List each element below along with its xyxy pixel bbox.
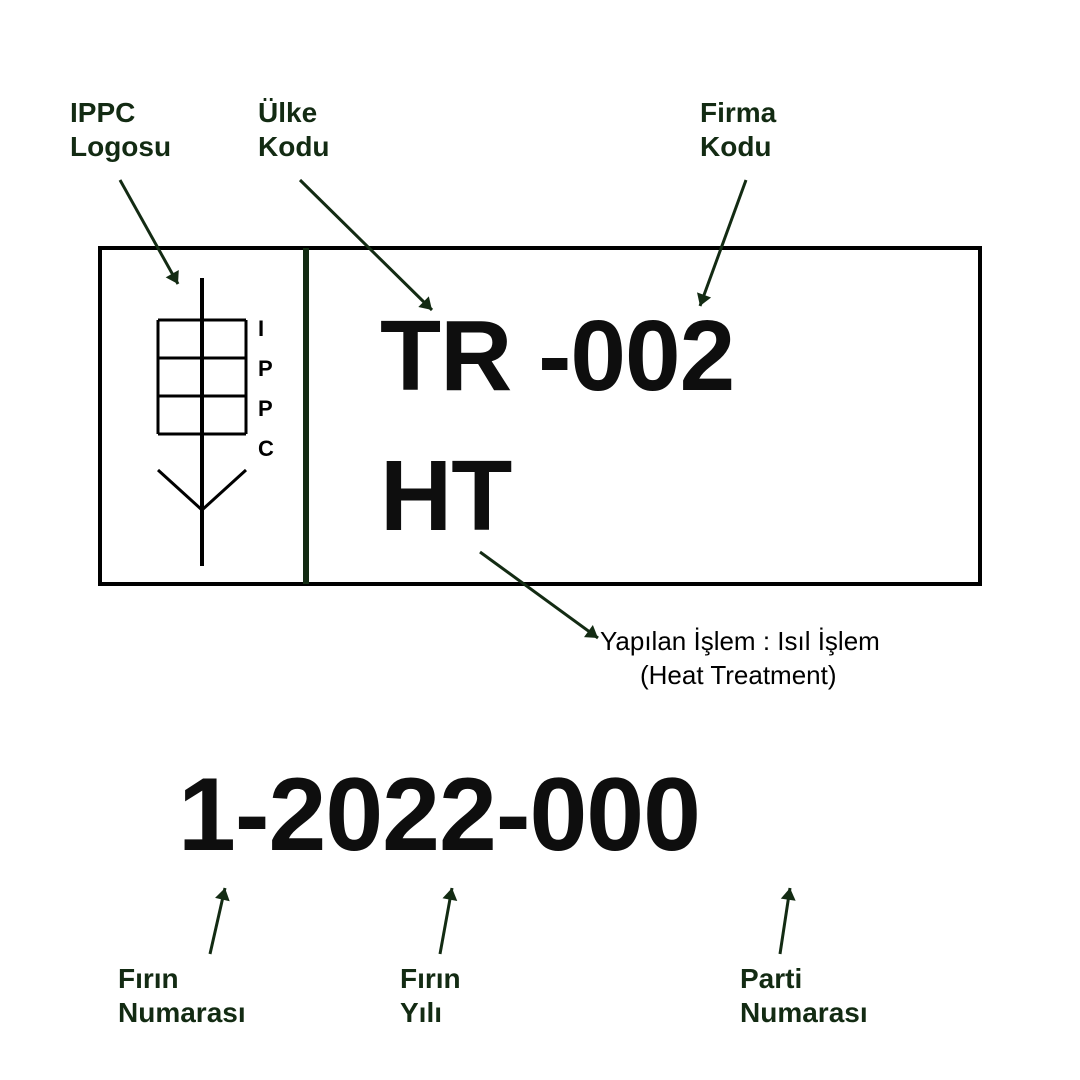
canvas-bg	[0, 0, 1080, 1080]
label-firin-yili-2: Yılı	[400, 997, 442, 1028]
ippc-logo-letter-2: P	[258, 396, 273, 421]
label-ulke-kodu-2: Kodu	[258, 131, 330, 162]
label-parti-no-2: Numarası	[740, 997, 868, 1028]
mark-treatment-code: HT	[380, 440, 512, 552]
mark-code-line1: TR -002	[380, 300, 734, 412]
label-firma-kodu-1: Firma	[700, 97, 777, 128]
label-ippc-logo-2: Logosu	[70, 131, 171, 162]
label-firin-no-2: Numarası	[118, 997, 246, 1028]
ippc-mark-diagram: IPPCTR -002HTIPPCLogosuÜlkeKoduFirmaKodu…	[0, 0, 1080, 1080]
ippc-logo-letter-0: I	[258, 316, 264, 341]
label-firma-kodu-2: Kodu	[700, 131, 772, 162]
label-firin-no-1: Fırın	[118, 963, 179, 994]
ippc-logo-letter-1: P	[258, 356, 273, 381]
ippc-logo-letter-3: C	[258, 436, 274, 461]
label-parti-no-1: Parti	[740, 963, 802, 994]
treatment-note-2: (Heat Treatment)	[640, 660, 837, 690]
treatment-note-1: Yapılan İşlem : Isıl İşlem	[600, 626, 880, 656]
label-ulke-kodu-1: Ülke	[258, 97, 317, 128]
label-firin-yili-1: Fırın	[400, 963, 461, 994]
lower-code: 1-2022-000	[178, 757, 700, 873]
label-ippc-logo-1: IPPC	[70, 97, 135, 128]
